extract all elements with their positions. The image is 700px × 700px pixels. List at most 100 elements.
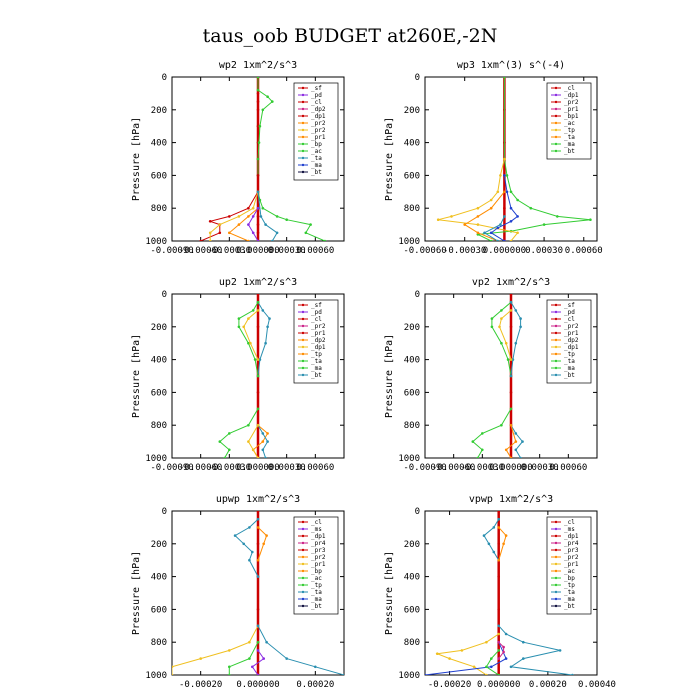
legend-entry: _tp bbox=[311, 351, 322, 358]
legend-marker bbox=[554, 128, 558, 132]
data-point bbox=[261, 448, 265, 452]
data-point bbox=[256, 239, 260, 241]
legend-marker bbox=[554, 121, 558, 125]
x-tick-label: -0.00060 bbox=[432, 463, 475, 473]
series-line bbox=[172, 625, 259, 675]
data-point bbox=[502, 650, 505, 654]
figure-title: taus_oob BUDGET at260E,-2N bbox=[203, 25, 498, 47]
panel-title: up2 1xm^2/s^3 bbox=[219, 277, 297, 288]
legend-entry: _bt bbox=[311, 603, 322, 610]
data-point bbox=[228, 665, 231, 669]
series-line bbox=[476, 77, 591, 241]
legend-entry: _dp1 bbox=[564, 344, 579, 351]
legend-entry: _pr1 bbox=[311, 330, 326, 337]
legend-entry: _ma bbox=[311, 596, 322, 603]
data-point bbox=[237, 215, 241, 218]
data-point bbox=[251, 448, 255, 452]
legend-entry: _cl bbox=[311, 99, 322, 106]
legend-marker bbox=[554, 366, 558, 370]
legend-marker bbox=[554, 576, 558, 580]
legend-marker bbox=[554, 555, 558, 559]
series-group bbox=[199, 77, 327, 241]
y-tick-label: 800 bbox=[404, 204, 420, 214]
legend-entry: _pr1 bbox=[564, 561, 579, 568]
data-point bbox=[264, 456, 267, 458]
series-line bbox=[483, 216, 505, 241]
legend-marker bbox=[301, 121, 305, 125]
legend-entry: _bt bbox=[564, 603, 575, 610]
data-point bbox=[521, 440, 524, 443]
legend-marker bbox=[301, 324, 305, 328]
data-point bbox=[199, 239, 202, 241]
series-line bbox=[247, 424, 259, 458]
x-tick-label: 0.00030 bbox=[525, 246, 563, 256]
data-point bbox=[264, 223, 267, 226]
legend-marker bbox=[301, 303, 305, 307]
data-point bbox=[497, 632, 501, 636]
legend-marker bbox=[554, 597, 558, 601]
legend-marker bbox=[554, 562, 558, 566]
data-point bbox=[509, 374, 513, 378]
legend-box bbox=[546, 516, 592, 615]
x-tick-label: 0.00020 bbox=[529, 680, 567, 690]
data-point bbox=[481, 432, 484, 435]
data-point bbox=[482, 534, 486, 537]
data-point bbox=[497, 649, 501, 652]
legend-entry: _ms bbox=[311, 526, 322, 533]
data-point bbox=[509, 294, 513, 296]
legend-entry: _pr1 bbox=[311, 561, 326, 568]
y-tick-label: 200 bbox=[404, 540, 420, 550]
data-point bbox=[268, 317, 271, 320]
data-point bbox=[463, 223, 467, 226]
data-point bbox=[509, 206, 513, 210]
legend-marker bbox=[301, 338, 305, 342]
data-point bbox=[228, 448, 231, 452]
data-point bbox=[509, 309, 513, 312]
data-point bbox=[265, 640, 268, 644]
series-line bbox=[472, 408, 512, 458]
data-point bbox=[314, 665, 317, 669]
legend-marker bbox=[554, 590, 558, 594]
data-point bbox=[589, 218, 592, 221]
legend-entry: _dp1 bbox=[564, 92, 579, 99]
legend: _sf_pd_cl_pr2_pr1_dp2_dp1_tp_ta_ma_bt bbox=[293, 299, 339, 384]
series-line bbox=[510, 301, 522, 377]
data-point bbox=[529, 206, 533, 210]
legend-entry: _bt bbox=[311, 372, 322, 379]
data-point bbox=[256, 174, 260, 177]
legend-marker bbox=[301, 534, 305, 538]
legend-marker bbox=[554, 135, 558, 139]
series-line bbox=[209, 191, 259, 241]
data-point bbox=[503, 239, 506, 241]
y-tick-label: 1000 bbox=[398, 237, 420, 247]
x-tick-label: -0.00020 bbox=[428, 680, 471, 690]
legend-entry: _dp1 bbox=[311, 344, 326, 351]
data-point bbox=[237, 325, 241, 329]
data-point bbox=[496, 190, 500, 194]
data-point bbox=[571, 673, 574, 675]
legend-entry: _ma bbox=[311, 365, 322, 372]
x-tick-label: 0.000000 bbox=[483, 246, 526, 256]
legend-entry: _ta bbox=[311, 155, 322, 162]
data-point bbox=[256, 558, 260, 562]
data-point bbox=[448, 657, 451, 660]
data-point bbox=[247, 239, 250, 241]
data-point bbox=[514, 440, 518, 443]
legend-entry: _ms bbox=[564, 526, 575, 533]
data-point bbox=[256, 223, 260, 226]
data-point bbox=[450, 215, 453, 218]
legend-marker bbox=[554, 583, 558, 587]
data-point bbox=[228, 649, 231, 652]
legend-entry: _cl bbox=[311, 316, 322, 323]
data-point bbox=[436, 652, 439, 655]
data-point bbox=[271, 100, 274, 103]
legend-marker bbox=[554, 548, 558, 552]
legend-box bbox=[546, 299, 592, 384]
data-point bbox=[511, 358, 515, 361]
legend-entry: _cl bbox=[564, 519, 575, 526]
legend-marker bbox=[554, 527, 558, 531]
y-tick-label: 0 bbox=[415, 73, 420, 83]
x-tick-label: 0.000000 bbox=[236, 246, 279, 256]
data-point bbox=[251, 231, 255, 235]
data-point bbox=[247, 317, 250, 320]
